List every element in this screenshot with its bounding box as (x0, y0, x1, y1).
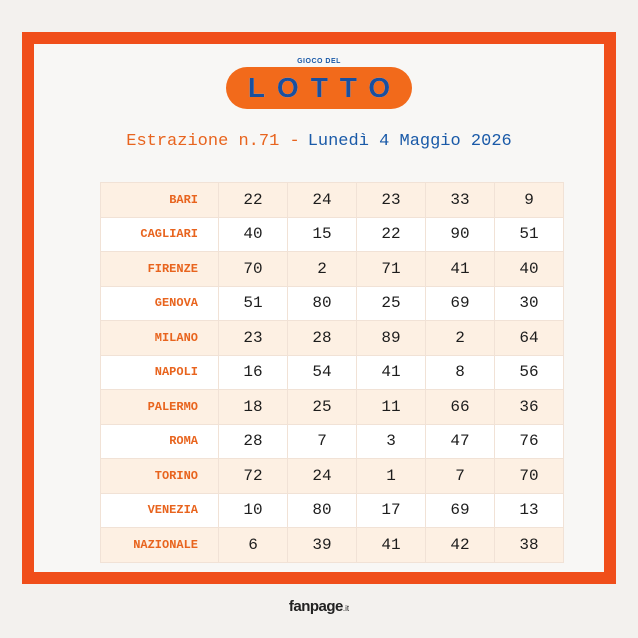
drawn-number: 70 (218, 251, 288, 287)
drawn-number: 71 (356, 251, 426, 287)
wheel-name: GENOVA (100, 285, 219, 321)
drawn-number: 10 (218, 492, 288, 528)
logo-word: LOTTO (225, 67, 413, 109)
drawn-number: 2 (287, 251, 357, 287)
table-row: NAPOLI 16 54 41 8 56 (100, 354, 564, 390)
drawn-number: 36 (494, 389, 564, 425)
drawn-number: 24 (287, 182, 357, 218)
drawn-number: 54 (287, 354, 357, 390)
table-row: PALERMO 18 25 11 66 36 (100, 389, 564, 425)
drawn-number: 2 (425, 320, 495, 356)
drawn-number: 22 (356, 216, 426, 252)
drawn-number: 8 (425, 354, 495, 390)
drawn-number: 41 (425, 251, 495, 287)
table-row: MILANO 23 28 89 2 64 (100, 320, 564, 356)
table-row: FIRENZE 70 2 71 41 40 (100, 251, 564, 287)
draw-number: Estrazione n.71 - (126, 132, 300, 151)
drawn-number: 40 (218, 216, 288, 252)
logo-top: GIOCO DEL (297, 58, 341, 65)
table-row: GENOVA 51 80 25 69 30 (100, 285, 564, 321)
footer: fanpage.it (0, 598, 638, 616)
drawn-number: 42 (425, 527, 495, 563)
wheel-name: NAZIONALE (100, 527, 219, 563)
drawn-number: 47 (425, 423, 495, 459)
drawn-number: 6 (218, 527, 288, 563)
drawn-number: 39 (287, 527, 357, 563)
drawn-number: 11 (356, 389, 426, 425)
wheel-name: PALERMO (100, 389, 219, 425)
drawn-number: 24 (287, 458, 357, 494)
drawn-number: 23 (218, 320, 288, 356)
footer-brand: fanpage (288, 598, 344, 615)
draw-date: Lunedì 4 Maggio 2026 (307, 132, 512, 151)
table-row: ROMA 28 7 3 47 76 (100, 423, 564, 459)
wheel-name: VENEZIA (100, 492, 219, 528)
drawn-number: 66 (425, 389, 495, 425)
wheel-name: MILANO (100, 320, 219, 356)
drawn-number: 80 (287, 285, 357, 321)
drawn-number: 69 (425, 492, 495, 528)
drawn-number: 69 (425, 285, 495, 321)
table-row: CAGLIARI 40 15 22 90 51 (100, 216, 564, 252)
drawn-number: 38 (494, 527, 564, 563)
drawn-number: 13 (494, 492, 564, 528)
drawn-number: 23 (356, 182, 426, 218)
drawn-number: 15 (287, 216, 357, 252)
drawn-number: 3 (356, 423, 426, 459)
wheel-name: CAGLIARI (100, 216, 219, 252)
drawn-number: 9 (494, 182, 564, 218)
subtitle: Estrazione n.71 - Lunedì 4 Maggio 2026 (34, 132, 604, 151)
drawn-number: 41 (356, 527, 426, 563)
drawn-number: 28 (218, 423, 288, 459)
drawn-number: 22 (218, 182, 288, 218)
drawn-number: 16 (218, 354, 288, 390)
drawn-number: 18 (218, 389, 288, 425)
drawn-number: 30 (494, 285, 564, 321)
results-table: BARI 22 24 23 33 9 CAGLIARI 40 15 22 90 51 FIRENZE 70… (100, 182, 564, 563)
drawn-number: 7 (425, 458, 495, 494)
table-row: BARI 22 24 23 33 9 (100, 182, 564, 218)
drawn-number: 51 (494, 216, 564, 252)
table-row: NAZIONALE 6 39 41 42 38 (100, 527, 564, 563)
drawn-number: 40 (494, 251, 564, 287)
frame: GIOCO DEL LOTTO Estrazione n.71 - Lunedì … (22, 32, 616, 584)
drawn-number: 70 (494, 458, 564, 494)
wheel-name: NAPOLI (100, 354, 219, 390)
logo: GIOCO DEL LOTTO (34, 58, 604, 109)
drawn-number: 56 (494, 354, 564, 390)
drawn-number: 25 (356, 285, 426, 321)
footer-suffix: .it (342, 604, 350, 613)
drawn-number: 76 (494, 423, 564, 459)
drawn-number: 90 (425, 216, 495, 252)
drawn-number: 17 (356, 492, 426, 528)
drawn-number: 89 (356, 320, 426, 356)
drawn-number: 80 (287, 492, 357, 528)
drawn-number: 51 (218, 285, 288, 321)
wheel-name: ROMA (100, 423, 219, 459)
drawn-number: 41 (356, 354, 426, 390)
drawn-number: 7 (287, 423, 357, 459)
drawn-number: 25 (287, 389, 357, 425)
table-row: VENEZIA 10 80 17 69 13 (100, 492, 564, 528)
table-row: TORINO 72 24 1 7 70 (100, 458, 564, 494)
drawn-number: 28 (287, 320, 357, 356)
drawn-number: 72 (218, 458, 288, 494)
drawn-number: 64 (494, 320, 564, 356)
wheel-name: BARI (100, 182, 219, 218)
wheel-name: FIRENZE (100, 251, 219, 287)
wheel-name: TORINO (100, 458, 219, 494)
drawn-number: 33 (425, 182, 495, 218)
drawn-number: 1 (356, 458, 426, 494)
